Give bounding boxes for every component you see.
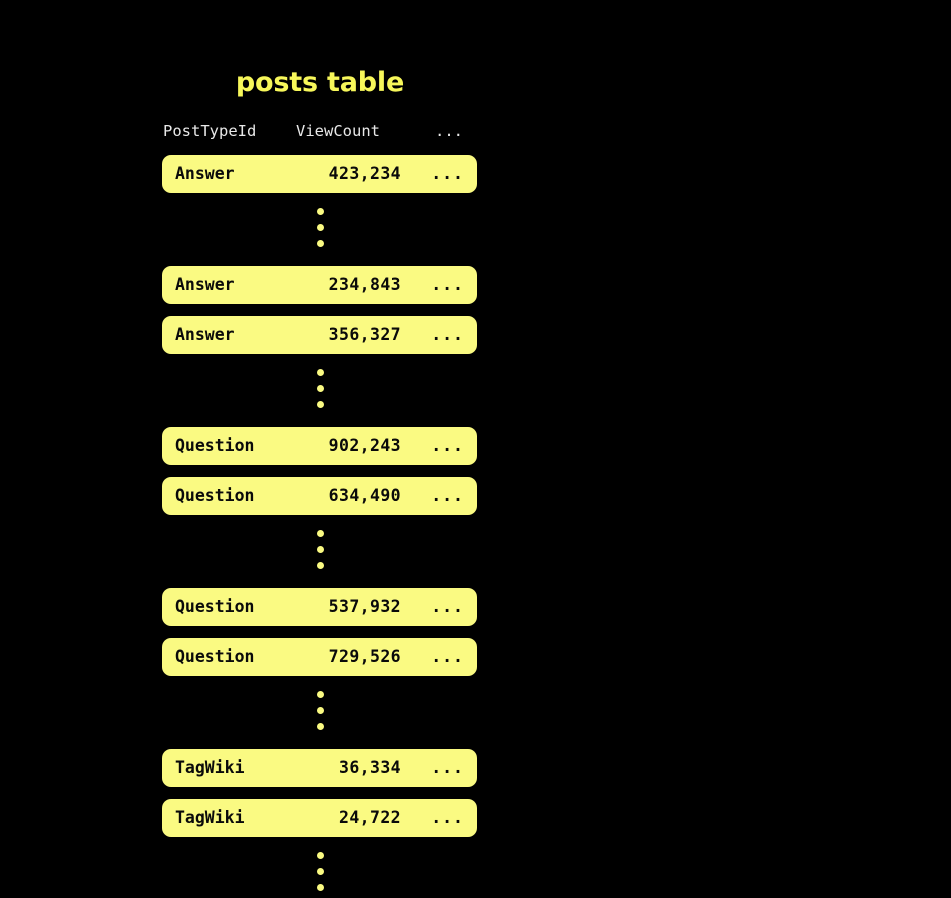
ellipsis-dot-icon <box>317 208 324 215</box>
cell-view-count: 36,334 <box>338 758 401 777</box>
cell-post-type-id: Question <box>175 436 255 455</box>
cell-post-type-id: Question <box>175 597 255 616</box>
ellipsis-dot-icon <box>317 723 324 730</box>
cell-more-ellipsis: ... <box>431 597 464 616</box>
table-row[interactable]: TagWiki 36,334... <box>162 749 477 787</box>
row-ellipsis <box>162 527 477 576</box>
cell-view-count: 423,234 <box>328 164 401 183</box>
table-row[interactable]: Answer 423,234... <box>162 155 477 193</box>
row-ellipsis <box>162 205 477 254</box>
page-title: posts table <box>235 67 405 98</box>
cell-more-ellipsis: ... <box>431 275 464 294</box>
row-ellipsis <box>162 366 477 415</box>
cell-post-type-id: Answer <box>175 325 235 344</box>
cell-more-ellipsis: ... <box>431 808 464 827</box>
cell-view-count: 634,490 <box>328 486 401 505</box>
cell-post-type-id: TagWiki <box>175 808 245 827</box>
cell-view-count: 356,327 <box>328 325 401 344</box>
table-body: Answer 423,234... Answer 234,843... Answer 35… <box>162 155 478 898</box>
ellipsis-dot-icon <box>317 546 324 553</box>
ellipsis-dot-icon <box>317 530 324 537</box>
ellipsis-dot-icon <box>317 385 324 392</box>
table-row[interactable]: Question 729,526... <box>162 638 477 676</box>
ellipsis-dot-icon <box>317 401 324 408</box>
ellipsis-dot-icon <box>317 369 324 376</box>
table-row[interactable]: Question 902,243... <box>162 427 477 465</box>
cell-view-count: 537,932 <box>328 597 401 616</box>
column-header-more-ellipsis: ... <box>435 122 463 140</box>
ellipsis-dot-icon <box>317 868 324 875</box>
diagram-canvas: posts table PostTypeId ViewCount ... Ans… <box>162 67 478 891</box>
cell-view-count: 234,843 <box>328 275 401 294</box>
cell-view-count: 902,243 <box>328 436 401 455</box>
table-row[interactable]: Question 634,490... <box>162 477 477 515</box>
ellipsis-dot-icon <box>317 224 324 231</box>
table-row[interactable]: TagWiki 24,722... <box>162 799 477 837</box>
ellipsis-dot-icon <box>317 562 324 569</box>
table-row[interactable]: Question 537,932... <box>162 588 477 626</box>
cell-more-ellipsis: ... <box>431 325 464 344</box>
cell-post-type-id: Question <box>175 486 255 505</box>
ellipsis-dot-icon <box>317 852 324 859</box>
ellipsis-dot-icon <box>317 691 324 698</box>
ellipsis-dot-icon <box>317 884 324 891</box>
cell-post-type-id: Answer <box>175 164 235 183</box>
cell-post-type-id: Question <box>175 647 255 666</box>
column-header-post-type-id: PostTypeId <box>163 122 257 140</box>
column-header-view-count: ViewCount <box>296 122 380 140</box>
cell-more-ellipsis: ... <box>431 486 464 505</box>
ellipsis-dot-icon <box>317 240 324 247</box>
cell-more-ellipsis: ... <box>431 164 464 183</box>
cell-post-type-id: Answer <box>175 275 235 294</box>
row-ellipsis <box>162 849 477 898</box>
cell-view-count: 24,722 <box>338 808 401 827</box>
row-ellipsis <box>162 688 477 737</box>
cell-more-ellipsis: ... <box>431 647 464 666</box>
column-header-row: PostTypeId ViewCount ... <box>162 120 478 142</box>
table-row[interactable]: Answer 356,327... <box>162 316 477 354</box>
cell-more-ellipsis: ... <box>431 758 464 777</box>
table-row[interactable]: Answer 234,843... <box>162 266 477 304</box>
cell-post-type-id: TagWiki <box>175 758 245 777</box>
ellipsis-dot-icon <box>317 707 324 714</box>
cell-more-ellipsis: ... <box>431 436 464 455</box>
cell-view-count: 729,526 <box>328 647 401 666</box>
